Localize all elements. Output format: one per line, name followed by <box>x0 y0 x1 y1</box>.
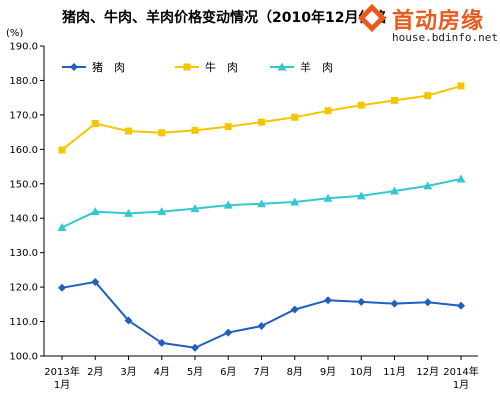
data-point <box>291 113 299 121</box>
data-point <box>125 127 132 135</box>
x-tick-label: 2013年 1月 <box>44 365 79 391</box>
legend-label: 羊 肉 <box>300 60 333 74</box>
x-tick-label: 6月 <box>220 366 236 378</box>
data-point <box>191 343 199 352</box>
y-axis-unit: (%) <box>6 28 24 39</box>
y-tick-label: 170.0 <box>9 110 38 121</box>
data-point <box>124 316 133 325</box>
data-point <box>191 126 199 134</box>
data-point <box>157 207 167 216</box>
watermark-url: house.bdinfo.net <box>392 31 498 44</box>
y-tick-label: 190.0 <box>9 42 38 53</box>
data-point <box>324 296 332 305</box>
data-point <box>357 101 365 109</box>
y-tick-label: 140.0 <box>9 214 38 225</box>
data-point <box>457 301 465 310</box>
data-point <box>91 277 100 286</box>
x-tick-label: 9月 <box>320 366 336 378</box>
x-tick-label: 2月 <box>87 366 103 378</box>
legend-marker <box>183 63 191 71</box>
data-point <box>58 146 66 154</box>
y-tick-label: 130.0 <box>9 248 38 259</box>
x-tick-label: 5月 <box>187 366 203 378</box>
data-point <box>90 207 100 216</box>
data-point <box>390 186 399 195</box>
x-tick-label: 10月 <box>350 366 373 378</box>
y-tick-label: 180.0 <box>9 76 38 87</box>
data-point <box>157 338 166 347</box>
legend-marker <box>277 62 287 71</box>
x-tick-label: 2014年 1月 <box>443 365 478 391</box>
y-tick-label: 100.0 <box>9 352 38 363</box>
chart-title: 猪肉、牛肉、羊肉价格变动情况（2010年12月价格 <box>62 10 387 26</box>
data-point <box>423 298 432 307</box>
x-tick-label: 8月 <box>287 366 303 378</box>
data-point <box>58 283 66 292</box>
legend-label: 牛 肉 <box>205 60 238 74</box>
y-tick-label: 160.0 <box>9 145 38 156</box>
y-tick-label: 110.0 <box>9 317 38 328</box>
data-point <box>224 328 233 337</box>
data-point <box>423 181 433 190</box>
data-point <box>456 174 466 183</box>
data-point <box>391 96 398 104</box>
y-tick-label: 120.0 <box>9 283 38 294</box>
data-point <box>257 322 266 331</box>
data-point <box>124 208 133 217</box>
series-line <box>61 84 462 151</box>
data-point <box>357 297 366 306</box>
data-point <box>190 204 200 213</box>
data-point <box>290 197 300 206</box>
data-point <box>57 223 67 232</box>
watermark: 首动房缘 house.bdinfo.net <box>358 2 498 46</box>
brand-logo-icon <box>358 4 387 33</box>
watermark-brand: 首动房缘 <box>392 9 485 34</box>
data-point <box>323 193 333 202</box>
data-point <box>290 305 299 314</box>
data-point <box>224 123 232 131</box>
data-point <box>324 107 332 115</box>
legend-label: 猪 肉 <box>92 61 125 74</box>
x-tick-label: 3月 <box>120 366 136 378</box>
data-point <box>356 191 366 200</box>
legend-marker <box>70 63 78 71</box>
y-tick-label: 150.0 <box>9 179 38 190</box>
series-line <box>61 280 462 349</box>
x-tick-label: 4月 <box>154 366 170 378</box>
x-tick-label: 11月 <box>383 366 406 378</box>
data-point <box>258 118 265 126</box>
data-point <box>457 82 465 90</box>
data-point <box>91 120 99 127</box>
x-tick-label: 12月 <box>416 366 439 378</box>
data-point <box>158 129 166 137</box>
data-point <box>257 199 266 208</box>
data-point <box>390 299 399 308</box>
data-point <box>424 92 432 100</box>
x-tick-label: 7月 <box>253 366 269 378</box>
data-point <box>223 200 233 209</box>
